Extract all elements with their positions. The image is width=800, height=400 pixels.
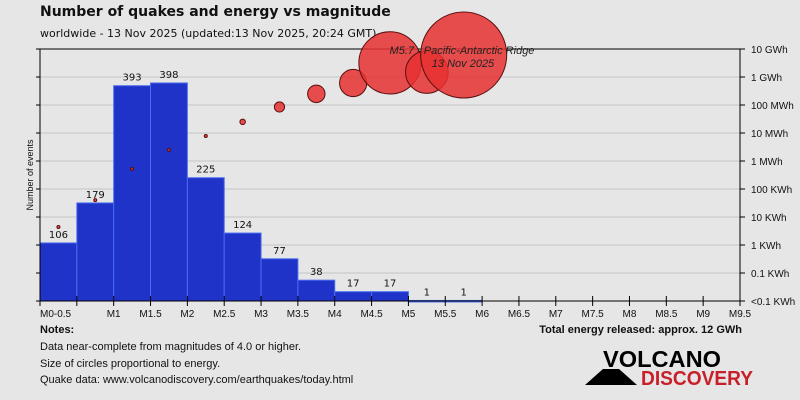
y-axis-label: Number of events [25,139,35,211]
energy-circle [166,147,171,152]
x-tick-label: M2.5 [213,309,236,320]
bar [113,85,152,302]
x-tick-label: M9 [696,309,710,320]
x-tick-label: M0-0.5 [40,309,72,320]
energy-tick-label: 1 MWh [751,157,783,168]
x-tick-label: M5 [401,309,415,320]
volcanodiscovery-logo: VOLCANO DISCOVERY [585,347,754,389]
x-tick-label: M3 [254,309,268,320]
bar-value-label: 179 [86,190,105,201]
chart-subtitle: worldwide - 13 Nov 2025 (updated:13 Nov … [40,27,377,40]
note-completeness: Data near-complete from magnitudes of 4.… [40,341,302,353]
bar-value-label: 124 [233,220,252,231]
energy-circle [239,118,246,126]
energy-tick-label: 0.1 KWh [751,269,789,280]
energy-tick-label: 100 MWh [751,101,794,112]
energy-tick-label: 10 GWh [751,45,788,56]
bar [186,177,225,302]
logo-volcano-text: VOLCANO [603,347,721,372]
note-circles: Size of circles proportional to energy. [40,358,221,370]
x-tick-label: M7.5 [582,309,605,320]
x-tick-label: M1.5 [139,309,162,320]
energy-circle [420,11,508,99]
energy-circle [130,166,135,171]
energy-tick-label: 10 MWh [751,129,788,140]
annotation-line2: 13 Nov 2025 [432,58,495,70]
x-tick-label: M7 [549,309,563,320]
annotation-line1: M5.7 - Pacific-Antarctic Ridge [390,45,535,57]
x-tick-label: M8 [623,309,637,320]
energy-circle [273,101,286,113]
x-tick-label: M9.5 [729,309,752,320]
bar-value-label: 1 [424,287,430,298]
bar-value-label: 225 [196,165,215,176]
energy-circle [307,84,326,104]
chart-title: Number of quakes and energy vs magnitude [40,4,391,20]
note-source: Quake data: www.volcanodiscovery.com/ear… [40,374,354,386]
bar-value-label: 17 [347,279,360,290]
energy-tick-label: <0.1 KWh [751,297,795,308]
notes-heading: Notes: [40,324,75,336]
energy-tick-label: 1 GWh [751,73,782,84]
x-tick-label: M1 [107,309,121,320]
x-tick-label: M4.5 [360,309,383,320]
bar [76,202,115,302]
bar-value-label: 38 [310,267,323,278]
x-tick-label: M8.5 [655,309,678,320]
bar-value-label: 393 [123,73,142,84]
bar [297,279,336,302]
energy-circle [56,224,61,229]
energy-circle [203,133,208,139]
logo-discovery-text: DISCOVERY [641,368,754,389]
bar-value-label: 1 [460,287,466,298]
x-tick-label: M6.5 [508,309,531,320]
bar-value-label: 77 [273,246,286,257]
bar [334,291,373,302]
bar [371,291,409,302]
bar-value-label: 17 [384,279,397,290]
energy-tick-label: 10 KWh [751,213,787,224]
x-tick-label: M5.5 [434,309,457,320]
bar [223,232,262,302]
bar [260,258,299,302]
x-tick-label: M4 [328,309,342,320]
bar-value-label: 106 [49,230,68,241]
volcano-logo-icon [585,369,637,385]
x-tick-label: M6 [475,309,489,320]
total-energy: Total energy released: approx. 12 GWh [539,324,742,336]
bar [150,82,188,302]
energy-tick-label: 100 KWh [751,185,792,196]
energy-circle [93,198,98,203]
energy-tick-label: 1 KWh [751,241,781,252]
x-tick-label: M2 [180,309,194,320]
bar [39,242,78,302]
bar-value-label: 398 [159,70,178,81]
x-tick-label: M3.5 [287,309,310,320]
